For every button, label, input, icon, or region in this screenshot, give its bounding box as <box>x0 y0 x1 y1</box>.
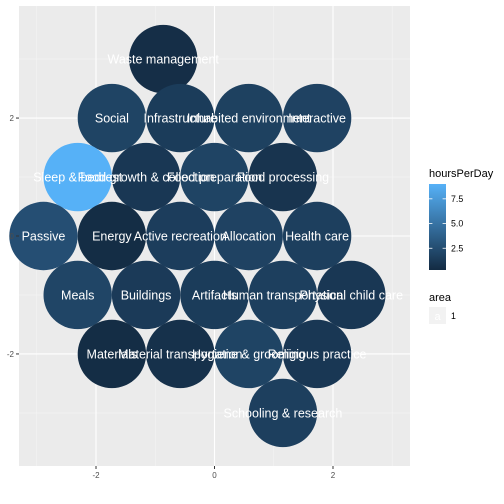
legend-colorbar-label: 7.5 <box>451 194 463 204</box>
bubble-label: Sleep & bedrest <box>33 171 122 185</box>
bubble <box>111 142 181 212</box>
bubble <box>43 142 112 212</box>
y-tick-label: 2 <box>10 114 15 123</box>
legend-colorbar <box>429 184 446 270</box>
bubble-label: Meals <box>61 288 94 302</box>
bubble-label: Material transportation <box>118 347 242 361</box>
legend-colorbar-label: 2.5 <box>451 243 463 253</box>
bubble-label: Energy <box>92 230 132 244</box>
bubble-labels: Waste management Social InfrastructureInha… <box>22 53 404 421</box>
x-axis: -2 0 2 <box>92 466 336 480</box>
bubble-label: Health care <box>285 230 349 244</box>
bubble <box>146 201 215 271</box>
legend-colorbar-ticks: 7.5 5.0 2.5 <box>429 194 463 253</box>
legend-color-title: hoursPerDay <box>429 168 494 180</box>
bubble-label: Buildings <box>121 288 172 302</box>
bubble <box>317 260 386 330</box>
bubble-label: Inhabited environment <box>187 112 311 126</box>
y-tick-label: -2 <box>7 350 15 359</box>
x-tick-label: 0 <box>212 471 217 480</box>
bubble-label: Food preparation <box>167 171 262 185</box>
bubble-label: Food growth & collection <box>78 171 215 185</box>
bubble-label: Social <box>95 112 129 126</box>
x-tick-label: 2 <box>331 471 336 480</box>
bubble <box>214 201 283 271</box>
bubble <box>43 260 112 330</box>
bubble-label: Materials <box>87 347 138 361</box>
legend-size-title: area <box>429 292 452 304</box>
bubble-label: Schooling & research <box>224 406 343 420</box>
bubble-label: Hygiene & grooming <box>192 347 305 361</box>
bubble <box>248 260 318 330</box>
bubble-label: Food processing <box>237 171 329 185</box>
y-axis: -2 0 2 <box>7 114 19 359</box>
legend-colorbar-label: 5.0 <box>451 219 463 229</box>
bubble-label: Passive <box>22 230 66 244</box>
legend-color: hoursPerDay 7.5 5.0 2.5 <box>429 168 494 270</box>
legend-size-key <box>429 307 446 324</box>
bubble-label: Infrastructure <box>143 112 217 126</box>
bubble-label: Human transportation <box>223 288 343 302</box>
bubble-label: Artifacts <box>192 288 237 302</box>
bubble <box>128 24 198 94</box>
bubble <box>9 201 78 271</box>
bubble <box>77 83 147 153</box>
bubble <box>248 142 318 212</box>
bubble <box>248 378 318 448</box>
bubble-label: Allocation <box>222 230 276 244</box>
legend-size: area a 1 <box>429 292 456 324</box>
bubble <box>111 260 181 330</box>
bubble-label: Religious practice <box>268 347 367 361</box>
x-tick-label: -2 <box>92 471 100 480</box>
bubble <box>214 319 283 389</box>
legend-size-label: 1 <box>451 311 456 321</box>
bubble-label: Waste management <box>107 53 219 67</box>
bubble <box>77 319 147 389</box>
bubble <box>282 319 352 389</box>
bubble <box>146 319 215 389</box>
bubble-label: Physical child care <box>300 288 404 302</box>
bubbles <box>9 24 386 448</box>
y-tick-label: 0 <box>10 232 15 241</box>
bubble <box>146 83 215 153</box>
bubble <box>180 142 249 212</box>
bubble <box>282 83 352 153</box>
bubble-label: Interactive <box>288 112 346 126</box>
legend-size-key-glyph: a <box>434 311 441 323</box>
bubble <box>214 83 283 153</box>
bubble-label: Active recreation <box>134 230 227 244</box>
bubble <box>282 201 352 271</box>
bubble <box>180 260 249 330</box>
bubble <box>77 201 147 271</box>
